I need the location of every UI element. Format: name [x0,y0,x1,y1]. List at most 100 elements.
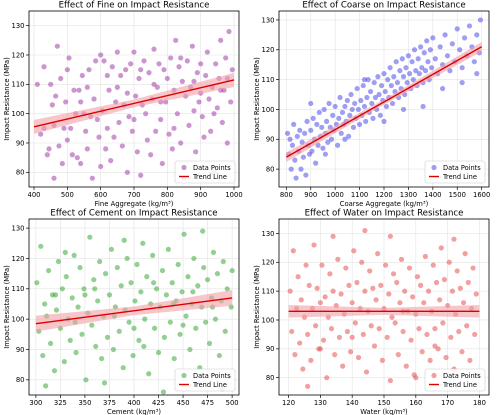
data-point [195,283,201,289]
data-point [194,70,200,76]
data-point [104,72,110,79]
y-tick-label: 80 [266,374,275,382]
data-point [294,133,300,139]
data-point [349,300,355,306]
data-point [451,236,457,242]
data-point [71,87,77,93]
data-point [34,81,40,87]
data-point [298,166,304,172]
legend-label-trend: Trend Line [192,173,227,181]
data-point [46,146,52,152]
data-point [138,67,144,73]
data-point [229,67,235,73]
data-point [144,274,150,280]
data-point [287,288,293,294]
data-point [158,116,164,123]
data-point [382,88,388,95]
y-tick-label: 80 [16,169,25,177]
data-point [338,130,344,136]
data-point [109,64,115,70]
data-point [344,328,351,335]
y-axis-label: Impact Resistance (MPa) [253,57,261,141]
data-point [377,112,383,119]
data-point [69,152,75,158]
data-point [330,233,336,239]
data-point [216,352,222,359]
legend-label-trend: Trend Line [442,381,477,389]
y-tick-label: 120 [262,259,275,267]
data-point [319,262,325,268]
data-point [393,59,399,65]
data-point [472,331,478,338]
data-point [142,316,148,322]
data-point [367,268,373,274]
data-point [293,175,299,181]
data-point [185,274,191,280]
x-tick-label: 475 [201,399,214,407]
trend-line [33,79,235,128]
data-point [320,337,327,343]
data-point [131,116,137,123]
data-point [124,169,130,175]
data-point [288,166,294,172]
data-point [141,343,147,350]
x-tick-label: 900 [304,191,317,199]
data-point [206,340,213,347]
data-point [77,264,83,271]
data-point [443,354,449,361]
data-point [391,74,397,80]
y-tick-label: 110 [12,285,25,293]
data-point [295,274,301,280]
data-point [69,295,75,301]
chart-title: Effect of Cement on Impact Resistance [50,209,217,219]
data-point [425,59,431,65]
data-point [335,256,341,262]
data-point [336,334,343,340]
data-point [289,328,295,335]
data-point [190,289,196,295]
data-point [128,61,134,67]
data-point [330,288,336,294]
data-point [132,298,138,304]
data-point [166,131,172,137]
data-point [76,87,82,93]
x-tick-label: 1600 [473,191,490,199]
data-point [55,258,62,265]
data-point [432,343,438,349]
legend-box [424,368,486,392]
data-point [372,94,379,101]
x-tick-label: 1500 [449,191,466,199]
data-point [203,72,209,79]
data-point [222,328,228,334]
data-point [44,152,50,158]
data-point [397,68,403,74]
data-point [317,300,323,306]
data-point [51,368,58,374]
data-point [87,234,93,240]
data-point [425,288,432,294]
data-point [200,228,206,234]
x-tick-label: 425 [152,399,165,407]
data-point [343,265,349,271]
x-tick-label: 1000 [327,191,344,199]
data-point [352,100,358,107]
data-point [129,128,135,134]
legend-label-points: Data Points [443,164,481,172]
data-point [104,125,110,131]
data-point [98,163,104,170]
data-point [41,64,47,70]
data-point [456,328,462,335]
legend-label-trend: Trend Line [442,173,477,181]
data-point [473,291,479,297]
data-point [424,38,430,44]
data-point [310,115,316,121]
data-point [290,248,296,254]
data-point [49,102,55,108]
data-point [390,271,397,277]
data-point [321,106,327,113]
data-point [179,289,185,295]
